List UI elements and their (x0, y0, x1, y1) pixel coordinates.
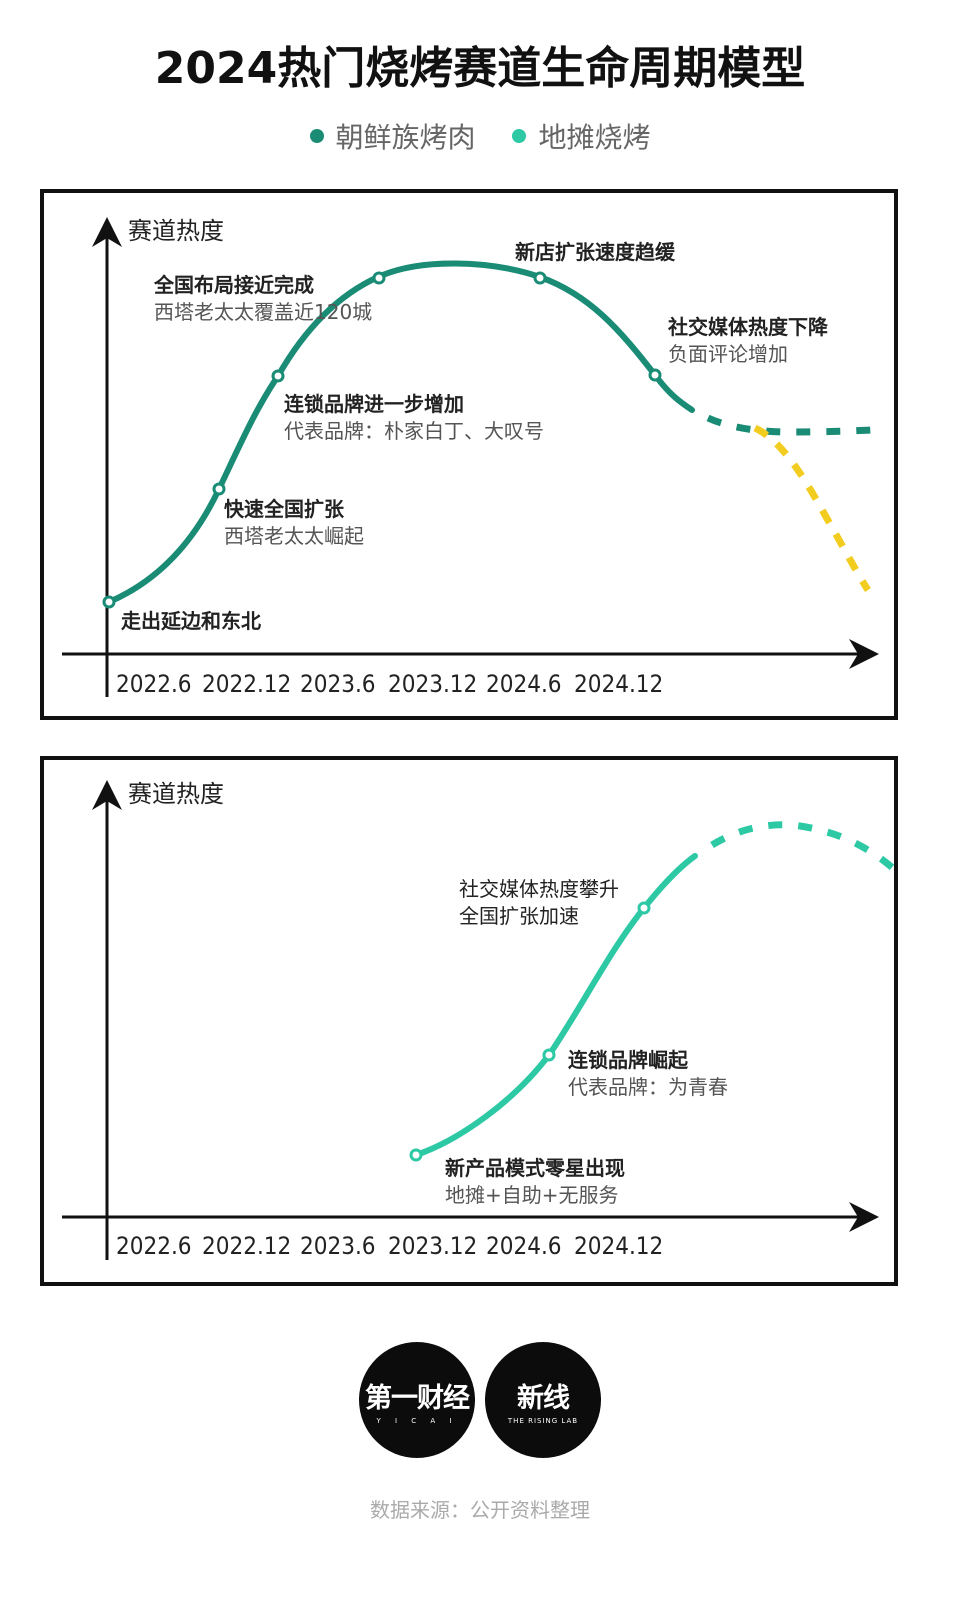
marker-icon (271, 369, 285, 383)
tick-label: 2024.6 (486, 1232, 562, 1260)
korean-bbq-forecast-decline (753, 424, 871, 592)
marker-icon (637, 901, 651, 915)
annotation-title: 走出延边和东北 (121, 609, 261, 633)
annotation-title: 连锁品牌进一步增加 (284, 392, 464, 416)
street-bbq-curve (413, 853, 698, 1158)
marker-icon (212, 482, 226, 496)
tick-label: 2022.6 (116, 1232, 192, 1260)
tick-label: 2024.12 (574, 1232, 663, 1260)
logo-main-text: 第一财经 (365, 1382, 470, 1414)
legend: 朝鲜族烤肉 地摊烧烤 (0, 116, 960, 156)
annotation-sub: 全国扩张加速 (459, 904, 579, 928)
annotation-title: 新店扩张速度趋缓 (515, 240, 676, 264)
publisher-logos: 第一财经 Y I C A I 新线 THE RISING LAB (0, 1342, 960, 1458)
street-bbq-forecast (710, 821, 898, 873)
milestone-markers (102, 271, 662, 609)
legend-dot-icon (309, 129, 324, 143)
legend-label: 地摊烧烤 (538, 121, 651, 154)
annotation-title: 新产品模式零星出现 (445, 1156, 625, 1180)
logo-main-text: 新线 (517, 1382, 570, 1414)
tick-label: 2023.12 (388, 670, 477, 698)
chart-panel-korean-bbq: 赛道热度 2022.6 2022.12 2023.6 2023.12 2024.… (40, 189, 898, 720)
tick-label: 2023.6 (300, 670, 376, 698)
chart-svg: 赛道热度 2022.6 2022.12 2023.6 2023.12 2024.… (62, 217, 879, 698)
annotation-title: 社交媒体热度攀升 (459, 877, 619, 901)
legend-item-korean-bbq: 朝鲜族烤肉 (309, 116, 476, 156)
chart-panel-street-bbq: 赛道热度 2022.6 2022.12 2023.6 2023.12 2024.… (40, 756, 898, 1286)
marker-icon (648, 368, 662, 382)
tick-label: 2022.12 (202, 1232, 291, 1260)
annotation-sub: 西塔老太太崛起 (224, 524, 364, 548)
legend-label: 朝鲜族烤肉 (335, 121, 476, 154)
tick-label: 2024.6 (486, 670, 562, 698)
y-axis-label: 赛道热度 (128, 217, 224, 245)
annotation-sub: 代表品牌：朴家白丁、大叹号 (284, 419, 544, 443)
tick-label: 2023.12 (388, 1232, 477, 1260)
logo-rising-lab: 新线 THE RISING LAB (485, 1342, 601, 1458)
legend-dot-icon (512, 129, 527, 143)
annotation-title: 全国布局接近完成 (153, 273, 314, 297)
x-ticks: 2022.6 2022.12 2023.6 2023.12 2024.6 202… (116, 1232, 663, 1260)
marker-icon (372, 271, 386, 285)
milestone-markers (409, 901, 651, 1162)
marker-icon (533, 271, 547, 285)
legend-item-street-bbq: 地摊烧烤 (512, 116, 650, 156)
marker-icon (409, 1148, 423, 1162)
marker-icon (102, 595, 116, 609)
data-source: 数据来源：公开资料整理 (370, 1498, 590, 1522)
annotation-sub: 地摊+自助+无服务 (445, 1183, 619, 1207)
y-axis-label: 赛道热度 (128, 780, 224, 808)
annotation-sub: 负面评论增加 (668, 342, 788, 366)
chart-svg: 赛道热度 2022.6 2022.12 2023.6 2023.12 2024.… (62, 780, 898, 1260)
tick-label: 2022.6 (116, 670, 192, 698)
annotation-sub: 西塔老太太覆盖近120城 (154, 300, 372, 324)
korean-bbq-forecast-flat (706, 414, 873, 436)
annotations: 走出延边和东北 快速全国扩张 西塔老太太崛起 连锁品牌进一步增加 代表品牌：朴家… (121, 240, 829, 633)
annotation-sub: 代表品牌：为青春 (568, 1075, 728, 1099)
annotation-title: 快速全国扩张 (224, 497, 345, 521)
logo-sub-text: Y I C A I (376, 1416, 458, 1425)
annotations: 新产品模式零星出现 地摊+自助+无服务 连锁品牌崛起 代表品牌：为青春 社交媒体… (445, 877, 728, 1207)
tick-label: 2022.12 (202, 670, 291, 698)
chart-title: 2024热门烧烤赛道生命周期模型 (154, 43, 806, 94)
marker-icon (542, 1048, 556, 1062)
annotation-title: 社交媒体热度下降 (667, 315, 829, 339)
x-ticks: 2022.6 2022.12 2023.6 2023.12 2024.6 202… (116, 670, 663, 698)
tick-label: 2023.6 (300, 1232, 376, 1260)
logo-yicai: 第一财经 Y I C A I (359, 1342, 475, 1458)
annotation-title: 连锁品牌崛起 (568, 1048, 689, 1072)
tick-label: 2024.12 (574, 670, 663, 698)
logo-sub-text: THE RISING LAB (507, 1416, 579, 1425)
